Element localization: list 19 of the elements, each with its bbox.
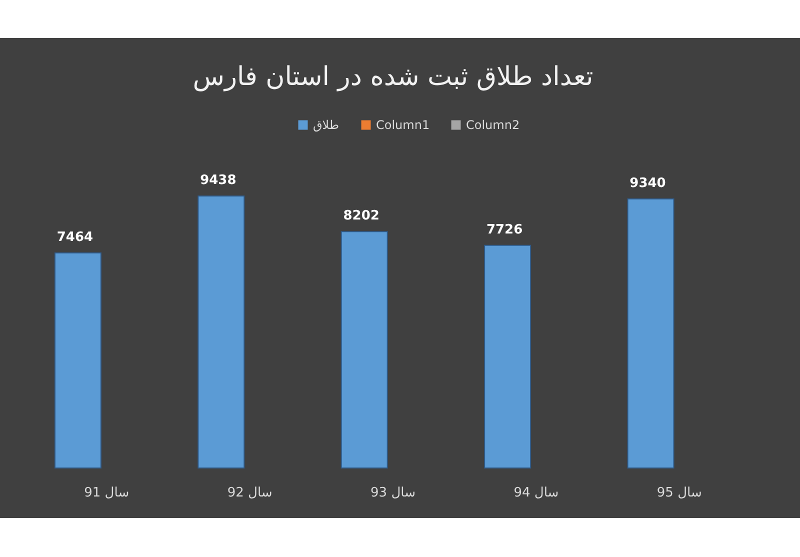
data-label: 8202 [343, 208, 380, 224]
bar [340, 231, 388, 468]
data-label: 7464 [56, 230, 94, 245]
data-label: 9438 [200, 173, 236, 188]
x-tick-label: سال 93 [370, 486, 416, 500]
legend-label: Column1 [376, 118, 430, 132]
bar [627, 198, 674, 468]
chart-title: تعداد طلاق ثبت شده در استان فارس [192, 62, 594, 92]
bar [484, 244, 532, 468]
legend-label: طلاق [313, 118, 340, 132]
bar [198, 196, 245, 468]
x-tick-label: سال 94 [514, 486, 559, 500]
x-tick-label: سال 95 [656, 486, 702, 500]
x-tick-label: سال 91 [84, 486, 130, 500]
data-label: 7726 [486, 222, 523, 238]
x-tick-label: سال 92 [227, 486, 272, 500]
bar [54, 252, 102, 468]
data-label: 9340 [630, 176, 666, 191]
legend-label: Column2 [466, 118, 520, 132]
